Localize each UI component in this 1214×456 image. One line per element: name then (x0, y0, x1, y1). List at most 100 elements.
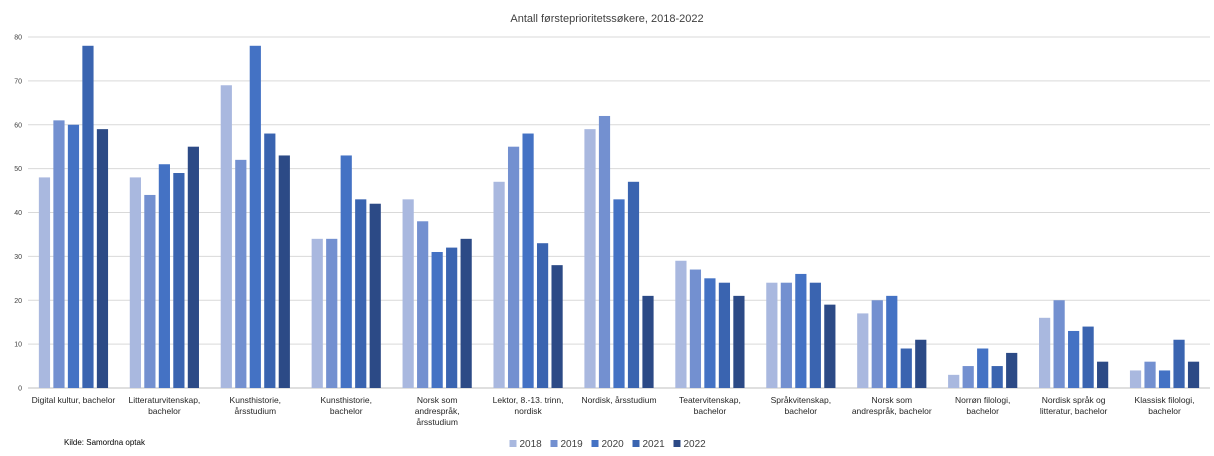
legend-label-2020: 2020 (602, 439, 625, 450)
y-tick-label: 50 (14, 166, 22, 173)
bar-2019-9 (871, 300, 883, 388)
bar-2018-5 (493, 181, 505, 388)
bar-2021-0 (82, 45, 94, 388)
legend-label-2021: 2021 (643, 439, 666, 450)
y-tick-label: 30 (14, 254, 22, 261)
legend-swatch-2022 (673, 440, 681, 447)
bar-2020-6 (613, 199, 625, 388)
y-tick-label: 80 (14, 35, 22, 42)
bar-2022-6 (642, 295, 654, 388)
bar-2018-10 (948, 374, 960, 388)
bar-2020-5 (522, 133, 534, 388)
chart-source: Kilde: Samordna optak (64, 438, 146, 447)
bar-2020-4 (431, 251, 443, 388)
y-tick-label: 10 (14, 342, 22, 349)
bar-2021-7 (718, 282, 731, 388)
bar-2021-2 (264, 133, 276, 388)
bar-2020-10 (977, 348, 989, 388)
legend: 2018 2019 2020 2021 2022 (509, 439, 707, 450)
bar-2019-10 (962, 366, 974, 388)
bar-2021-4 (446, 247, 458, 388)
category-label: Norsk som andrespråk, bachelor (852, 395, 932, 416)
bar-2019-0 (53, 120, 65, 389)
legend-swatch-2020 (591, 440, 599, 447)
y-axis-ticks: 0 10 20 30 40 50 60 70 80 (14, 35, 22, 393)
bar-2022-1 (187, 146, 199, 388)
category-label: Nordisk språk og litteratur, bachelor (1040, 395, 1108, 416)
bar-2020-1 (158, 164, 170, 388)
bar-2019-4 (417, 221, 429, 388)
bar-2022-10 (1006, 352, 1018, 388)
bar-2020-3 (340, 155, 352, 388)
bar-2020-12 (1158, 370, 1171, 388)
bar-2018-2 (220, 85, 232, 388)
legend-label-2019: 2019 (561, 439, 584, 450)
bar-2020-7 (704, 278, 716, 388)
bar-2019-1 (144, 194, 156, 388)
bar-2022-7 (733, 295, 745, 388)
bar-2022-9 (915, 339, 927, 388)
bar-2018-4 (402, 199, 414, 388)
category-label: Språkvitenskap, bachelor (771, 395, 831, 416)
bar-2019-12 (1144, 361, 1156, 388)
bar-2018-7 (675, 260, 687, 388)
y-tick-label: 20 (14, 298, 22, 305)
y-tick-label: 0 (18, 386, 22, 393)
bar-2019-2 (235, 159, 247, 388)
bar-2021-6 (627, 181, 640, 388)
bar-2022-2 (278, 155, 290, 388)
category-label: Litteraturvitenskap, bachelor (128, 395, 200, 416)
bar-2018-6 (584, 129, 596, 388)
x-axis-categories: Digital kultur, bachelor Litteraturvitens… (32, 395, 1195, 427)
legend-swatch-2021 (632, 440, 640, 447)
bar-2022-3 (369, 203, 381, 388)
bar-2022-8 (824, 304, 836, 388)
bar-2022-12 (1187, 361, 1200, 388)
category-label: Digital kultur, bachelor (32, 395, 116, 405)
bar-2022-0 (96, 129, 109, 388)
legend-swatch-2019 (550, 440, 558, 447)
bar-2018-12 (1129, 370, 1142, 388)
bar-2022-4 (460, 238, 472, 388)
chart-title: Antall førsteprioritetssøkere, 2018-2022 (510, 13, 703, 25)
bar-2020-2 (249, 45, 261, 388)
bar-2019-3 (326, 238, 338, 388)
y-tick-label: 60 (14, 122, 22, 129)
bar-2021-11 (1082, 326, 1094, 388)
bar-2022-11 (1097, 361, 1109, 388)
bars (38, 45, 1200, 389)
category-label: Klassisk filologi, bachelor (1135, 395, 1195, 416)
bar-2019-11 (1053, 300, 1065, 388)
category-label: Norrøn filologi, bachelor (955, 395, 1010, 416)
category-label: Nordisk, årsstudium (581, 395, 656, 405)
bar-2018-0 (38, 177, 51, 388)
category-label: Teatervitenskap, bachelor (679, 395, 741, 416)
bar-2021-1 (173, 173, 185, 388)
legend-label-2018: 2018 (520, 439, 543, 450)
legend-label-2022: 2022 (684, 439, 707, 450)
bar-2018-11 (1039, 317, 1051, 388)
bar-2020-11 (1068, 330, 1080, 388)
category-label: Kunsthistorie, årsstudium (230, 395, 282, 416)
bar-2021-12 (1173, 339, 1185, 388)
legend-swatch-2018 (509, 440, 517, 447)
category-label: Lektor, 8.-13. trinn, nordisk (493, 395, 564, 416)
bar-2021-9 (900, 348, 912, 388)
category-label: Norsk som andrespråk, årsstudium (415, 395, 460, 427)
bar-2021-8 (809, 282, 821, 388)
bar-2018-1 (129, 177, 141, 388)
category-label: Kunsthistorie, bachelor (320, 395, 372, 416)
bar-2018-9 (857, 313, 869, 388)
bar-2021-5 (536, 243, 549, 388)
bar-2020-0 (67, 124, 80, 388)
bar-2019-8 (780, 282, 792, 388)
bar-2018-8 (766, 282, 778, 388)
bar-2021-3 (355, 199, 367, 388)
bar-2019-7 (689, 269, 702, 388)
bar-2018-3 (311, 238, 323, 388)
bar-2020-8 (795, 273, 807, 388)
bar-2021-10 (991, 366, 1003, 388)
bar-2019-5 (507, 146, 520, 388)
